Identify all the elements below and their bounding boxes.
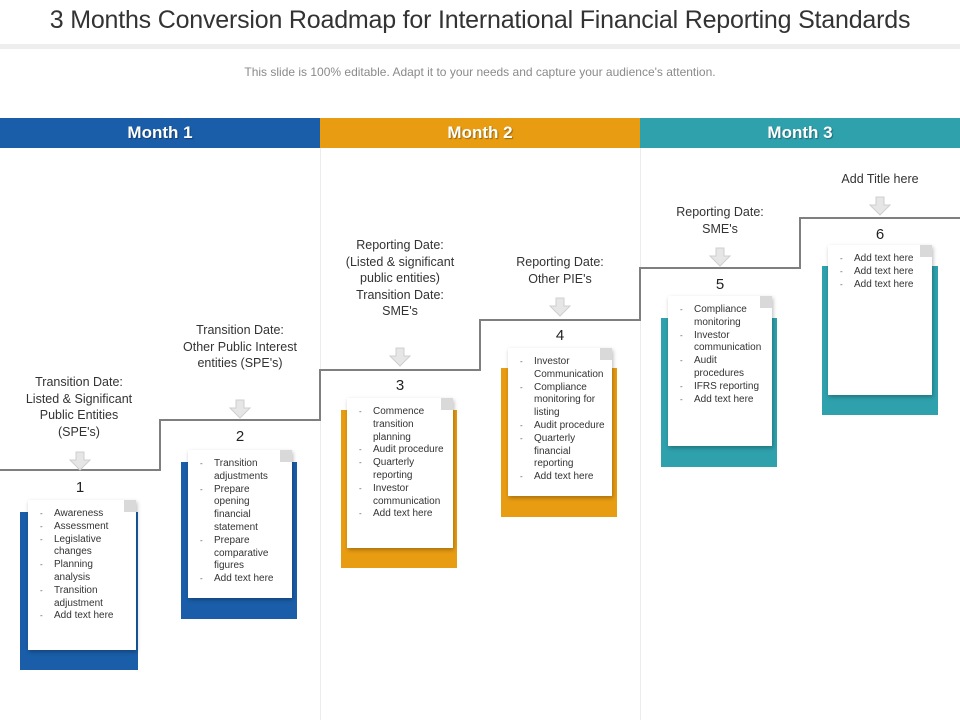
down-arrow-icon bbox=[389, 347, 411, 367]
month-1-label: Month 1 bbox=[127, 123, 193, 142]
step-5-list: Compliance monitoring Investor communica… bbox=[668, 296, 772, 412]
list-item: Add text here bbox=[836, 279, 926, 292]
list-item: Add text here bbox=[36, 610, 130, 623]
step-2-list: Transition adjustments Prepare opening f… bbox=[188, 450, 292, 592]
list-item: IFRS reporting bbox=[676, 381, 766, 394]
step-1-title: Transition Date: Listed & Significant Pu… bbox=[25, 375, 133, 439]
title-divider bbox=[0, 44, 960, 49]
list-item: Audit procedures bbox=[676, 355, 766, 381]
step-2-number: 2 bbox=[235, 428, 245, 445]
month-1-header: Month 1 bbox=[0, 118, 320, 148]
step-5-card: Compliance monitoring Investor communica… bbox=[668, 296, 772, 446]
list-item: Transition adjustments bbox=[196, 458, 286, 484]
step-6-title: Add Title here bbox=[841, 172, 919, 186]
down-arrow-icon bbox=[549, 297, 571, 317]
month-2-header: Month 2 bbox=[320, 118, 640, 148]
list-item: Add text here bbox=[196, 573, 286, 586]
month-3-label: Month 3 bbox=[767, 123, 833, 142]
column-divider-1 bbox=[320, 148, 321, 720]
down-arrow-icon bbox=[709, 247, 731, 267]
step-2-card: Transition adjustments Prepare opening f… bbox=[188, 450, 292, 598]
step-4-number: 4 bbox=[555, 327, 565, 344]
month-3-header: Month 3 bbox=[640, 118, 960, 148]
list-item: Add text here bbox=[355, 508, 447, 521]
list-item: Audit procedure bbox=[355, 444, 447, 457]
list-item: Planning analysis bbox=[36, 559, 130, 585]
step-1-list: Awareness Assessment Legislative changes… bbox=[28, 500, 136, 629]
list-item: Add text here bbox=[836, 253, 926, 266]
list-item: Audit procedure bbox=[516, 420, 606, 433]
list-item: Prepare opening financial statement bbox=[196, 484, 286, 535]
list-item: Assessment bbox=[36, 521, 130, 534]
down-arrow-icon bbox=[229, 399, 251, 419]
list-item: Legislative changes bbox=[36, 534, 130, 560]
list-item: Investor Communication bbox=[516, 356, 606, 382]
step-1-card: Awareness Assessment Legislative changes… bbox=[28, 500, 136, 650]
step-3-list: Commence transition planning Audit proce… bbox=[347, 398, 453, 527]
step-1-number: 1 bbox=[75, 479, 85, 496]
step-6-card: Add text here Add text here Add text her… bbox=[828, 245, 932, 395]
step-4-title: Reporting Date: Other PIE's bbox=[516, 255, 604, 286]
list-item: Add text here bbox=[676, 394, 766, 407]
step-2-title: Transition Date: Other Public Interest e… bbox=[183, 323, 297, 370]
step-6-list: Add text here Add text here Add text her… bbox=[828, 245, 932, 297]
step-3-title: Reporting Date: (Listed & significant pu… bbox=[345, 238, 455, 318]
list-item: Add text here bbox=[516, 471, 606, 484]
step-5-number: 5 bbox=[715, 276, 725, 293]
list-item: Commence transition planning bbox=[355, 406, 447, 444]
step-4-list: Investor Communication Compliance monito… bbox=[508, 348, 612, 490]
step-3-number: 3 bbox=[395, 377, 405, 394]
page-subtitle: This slide is 100% editable. Adapt it to… bbox=[244, 65, 716, 79]
step-4-card: Investor Communication Compliance monito… bbox=[508, 348, 612, 496]
down-arrow-icon bbox=[69, 451, 91, 471]
list-item: Quarterly financial reporting bbox=[516, 433, 606, 471]
down-arrow-icon bbox=[869, 196, 891, 216]
step-6-number: 6 bbox=[875, 226, 885, 243]
list-item: Transition adjustment bbox=[36, 585, 130, 611]
step-5-title: Reporting Date: SME's bbox=[676, 205, 764, 236]
list-item: Investor communication bbox=[355, 483, 447, 509]
list-item: Compliance monitoring bbox=[676, 304, 766, 330]
step-3-card: Commence transition planning Audit proce… bbox=[347, 398, 453, 548]
list-item: Prepare comparative figures bbox=[196, 535, 286, 573]
list-item: Add text here bbox=[836, 266, 926, 279]
list-item: Quarterly reporting bbox=[355, 457, 447, 483]
list-item: Compliance monitoring for listing bbox=[516, 382, 606, 420]
page-title: 3 Months Conversion Roadmap for Internat… bbox=[49, 6, 911, 34]
list-item: Awareness bbox=[36, 508, 130, 521]
column-divider-2 bbox=[640, 148, 641, 720]
month-2-label: Month 2 bbox=[447, 123, 513, 142]
list-item: Investor communication bbox=[676, 330, 766, 356]
